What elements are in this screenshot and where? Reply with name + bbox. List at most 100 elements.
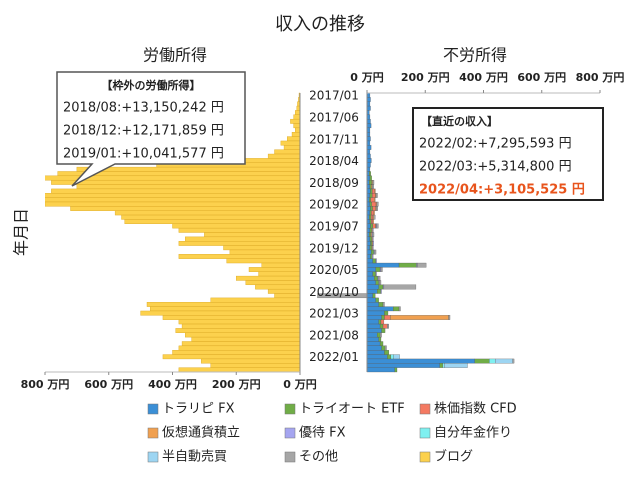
bar-segment <box>181 323 301 329</box>
bar-segment <box>398 262 417 268</box>
bar-segment <box>172 350 301 355</box>
bar-segment <box>121 214 301 220</box>
bar-segment <box>382 323 388 329</box>
bar-segment <box>45 193 301 198</box>
bar-segment <box>444 363 468 368</box>
bar-segment <box>366 302 379 307</box>
bar-segment <box>140 310 301 316</box>
bar-segment <box>295 110 301 115</box>
legend-swatch <box>284 427 296 439</box>
bar-segment <box>369 184 372 190</box>
bar-segment <box>381 328 386 333</box>
bar-segment <box>223 245 301 251</box>
bar-segment <box>185 332 301 338</box>
bar-segment <box>229 249 301 255</box>
annotation-line: 2022/04:+3,105,525 円 <box>419 183 585 198</box>
bar-segment <box>366 188 371 194</box>
bar-segment <box>372 193 376 198</box>
x-tick-label: 0 万円 <box>283 378 316 391</box>
bar-segment <box>51 179 301 185</box>
bar-segment <box>149 306 301 312</box>
bar-segment <box>372 184 374 190</box>
bar-segment <box>380 289 382 294</box>
bar-segment <box>76 184 301 190</box>
bar-segment <box>366 315 382 320</box>
bar-segment <box>366 319 379 325</box>
bar-segment <box>371 210 374 216</box>
bar-segment <box>366 310 385 316</box>
y-tick-label: 2017/01 <box>309 89 359 103</box>
left-bars <box>45 92 301 373</box>
bar-segment <box>371 249 374 255</box>
bar-segment <box>261 262 301 268</box>
bar-segment <box>114 210 301 216</box>
bar-segment <box>384 350 389 355</box>
bar-segment <box>366 358 475 364</box>
bar-segment <box>380 267 383 272</box>
bar-segment <box>474 358 490 364</box>
bar-segment <box>124 219 301 224</box>
legend-label: 株価指数 CFD <box>434 402 517 417</box>
bar-segment <box>178 254 301 259</box>
bar-segment <box>178 241 301 246</box>
bar-segment <box>258 271 301 277</box>
bar-segment <box>366 153 371 159</box>
bar-segment <box>378 284 384 290</box>
bar-segment <box>291 132 301 137</box>
bar-segment <box>377 289 381 294</box>
right-title: 不労所得 <box>443 46 507 65</box>
y-tick-label: 2019/07 <box>309 219 359 233</box>
legend-label: 自分年金作り <box>434 425 512 441</box>
bar-segment <box>274 293 301 299</box>
bar-segment <box>236 275 301 281</box>
y-axis-label: 年月日 <box>12 208 31 256</box>
bar-segment <box>267 288 301 294</box>
bar-segment <box>378 319 382 325</box>
bar-segment <box>366 223 371 229</box>
bar-segment <box>366 341 381 346</box>
bar-segment <box>371 201 377 207</box>
bar-segment <box>369 245 372 251</box>
bar-segment <box>375 271 377 277</box>
bar-segment <box>178 319 301 325</box>
bar-segment <box>374 188 376 194</box>
bar-segment <box>283 145 301 150</box>
bar-segment <box>369 219 372 224</box>
bar-segment <box>366 254 371 259</box>
bar-segment <box>248 267 301 272</box>
bar-segment <box>417 262 427 268</box>
bar-segment <box>70 206 301 211</box>
bar-segment <box>366 289 378 294</box>
legend-label: 優待 FX <box>299 426 346 441</box>
y-tick-label: 2018/04 <box>309 154 359 168</box>
bar-segment <box>366 119 371 124</box>
bar-segment <box>379 280 382 285</box>
x-tick-label: 200 万円 <box>212 378 261 391</box>
legend-label: ブログ <box>434 449 473 465</box>
bar-segment <box>382 302 385 307</box>
bar-segment <box>489 358 496 364</box>
legend-label: トラリピ FX <box>162 402 235 417</box>
legend-swatch <box>419 403 431 415</box>
bar-segment <box>372 188 375 194</box>
y-tick-label: 2020/05 <box>309 263 359 277</box>
annotation-title: 【直近の収入】 <box>421 114 498 128</box>
legend-label: トライオート ETF <box>299 402 405 417</box>
x-tick-label: 600 万円 <box>84 378 133 391</box>
bar-segment <box>390 315 449 320</box>
bar-segment <box>369 214 372 220</box>
bar-segment <box>370 254 373 259</box>
annotation-line: 2018/08:+13,150,242 円 <box>63 101 224 116</box>
x-tick-label: 600 万円 <box>517 71 566 84</box>
y-tick-label: 2019/02 <box>309 198 359 212</box>
bar-segment <box>175 328 301 333</box>
bar-segment <box>387 323 389 329</box>
bar-segment <box>375 280 379 285</box>
bar-segment <box>376 201 379 207</box>
bar-segment <box>374 249 377 255</box>
bar-segment <box>372 180 375 185</box>
bar-segment <box>387 354 392 360</box>
bar-segment <box>366 258 373 264</box>
bar-segment <box>390 354 394 360</box>
